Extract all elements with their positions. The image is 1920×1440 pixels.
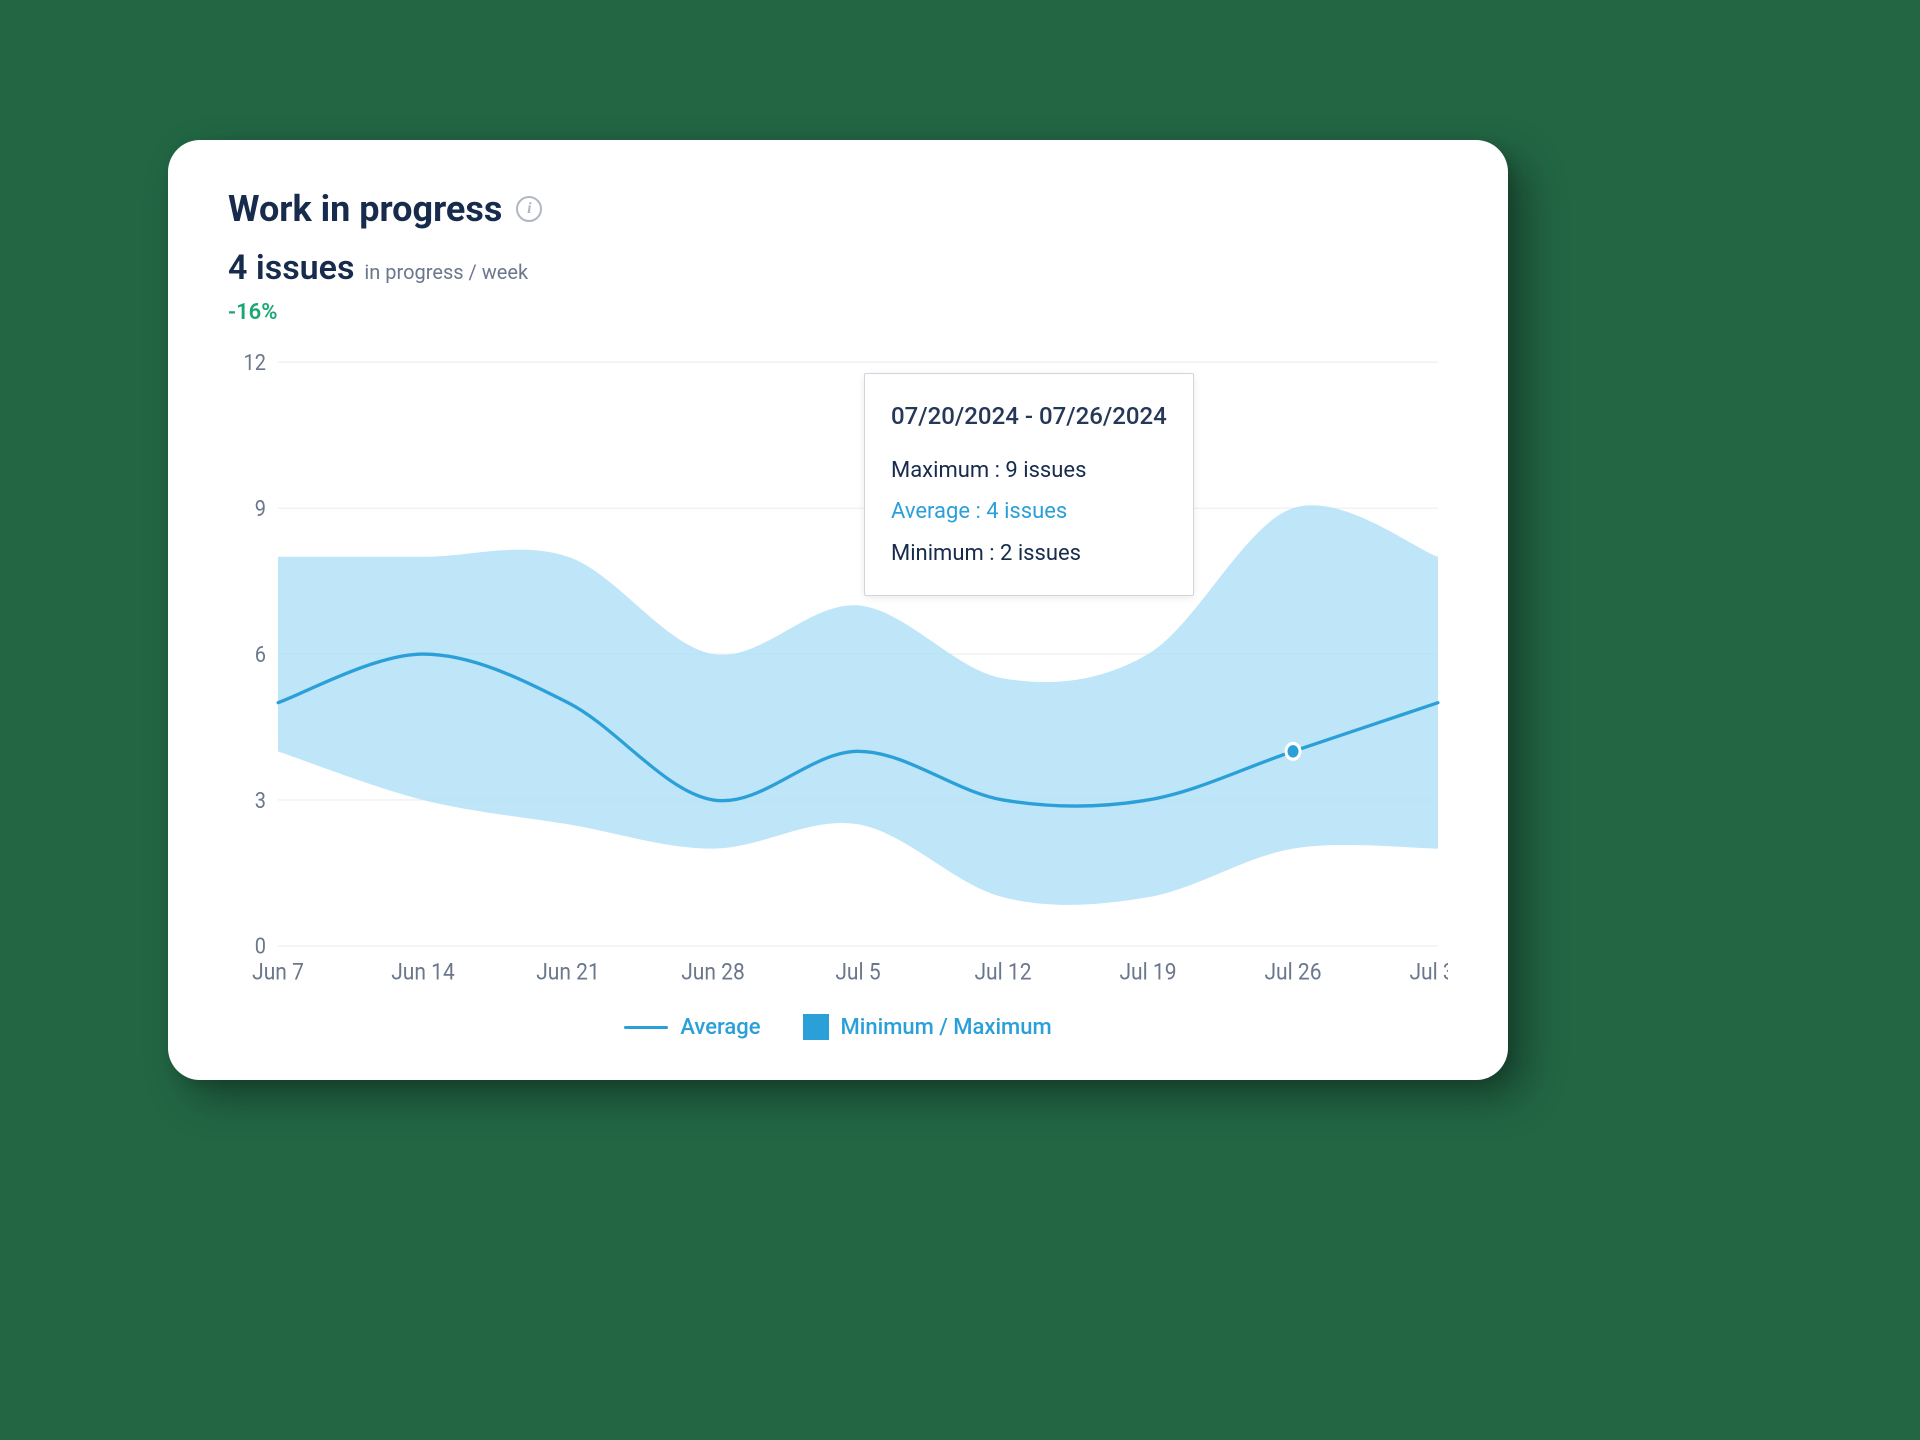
tooltip-max: Maximum : 9 issues xyxy=(891,450,1167,492)
metric-row: 4 issues in progress / week xyxy=(228,248,1448,288)
legend-band-label: Minimum / Maximum xyxy=(841,1015,1052,1040)
wip-chart: 0 3 6 9 12 Jun 7 Jun 14 Jun 21 Jun 28 Jul 5 Jul 12… xyxy=(228,351,1448,1002)
svg-text:0: 0 xyxy=(255,934,266,960)
svg-text:6: 6 xyxy=(255,642,266,668)
svg-text:Jun 21: Jun 21 xyxy=(536,958,600,985)
svg-text:Jul 26: Jul 26 xyxy=(1264,958,1321,985)
info-icon[interactable]: i xyxy=(516,196,542,222)
metric-value: 4 issues xyxy=(228,248,354,288)
chart-area: 0 3 6 9 12 Jun 7 Jun 14 Jun 21 Jun 28 Jul 5 Jul 12… xyxy=(228,351,1448,1002)
svg-text:Jul 5: Jul 5 xyxy=(835,958,880,985)
chart-tooltip: 07/20/2024 - 07/26/2024 Maximum : 9 issu… xyxy=(864,373,1194,596)
svg-text:Jul 12: Jul 12 xyxy=(974,958,1031,985)
legend-line-icon xyxy=(624,1026,668,1029)
card-header: Work in progress i xyxy=(228,188,1448,230)
metric-unit: in progress / week xyxy=(364,260,528,284)
svg-text:Jul 19: Jul 19 xyxy=(1119,958,1176,985)
tooltip-date: 07/20/2024 - 07/26/2024 xyxy=(891,394,1167,440)
wip-card: Work in progress i 4 issues in progress … xyxy=(168,140,1508,1080)
legend-avg-label: Average xyxy=(680,1015,760,1040)
svg-text:Jun 14: Jun 14 xyxy=(391,958,455,985)
legend-square-icon xyxy=(803,1014,829,1040)
legend-average[interactable]: Average xyxy=(624,1015,760,1040)
svg-text:Jun 28: Jun 28 xyxy=(681,958,745,985)
svg-text:3: 3 xyxy=(255,788,266,814)
delta-badge: -16% xyxy=(228,300,1448,325)
tooltip-min: Minimum : 2 issues xyxy=(891,533,1167,575)
card-title: Work in progress xyxy=(228,188,502,230)
legend-band[interactable]: Minimum / Maximum xyxy=(803,1014,1052,1040)
svg-text:Jul 31: Jul 31 xyxy=(1409,958,1448,985)
chart-legend: Average Minimum / Maximum xyxy=(228,1014,1448,1040)
svg-text:Jun 7: Jun 7 xyxy=(252,958,304,985)
svg-text:9: 9 xyxy=(255,496,266,522)
svg-text:12: 12 xyxy=(244,351,267,376)
tooltip-avg: Average : 4 issues xyxy=(891,491,1167,533)
